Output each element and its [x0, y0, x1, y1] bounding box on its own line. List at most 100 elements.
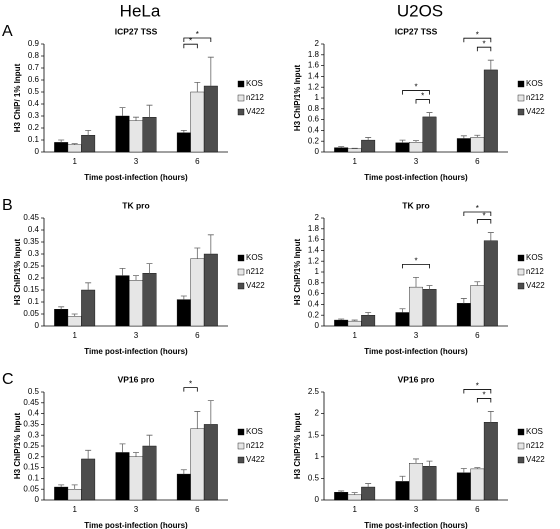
legend-label: V422	[246, 107, 265, 116]
legend-swatch	[237, 428, 245, 436]
y-tick-label: 1	[315, 452, 320, 461]
y-tick-label: 0.8	[28, 51, 40, 60]
y-tick-label: 0.6	[28, 75, 40, 84]
legend-swatch	[517, 94, 525, 102]
y-tick-label: 0.8	[308, 104, 320, 113]
x-tick-label: 3	[134, 331, 139, 340]
bar	[190, 91, 205, 153]
error-bar	[413, 458, 419, 464]
error-bar	[474, 281, 481, 286]
significance-bracket	[402, 264, 430, 269]
chart-title: TK pro	[402, 200, 429, 210]
bar	[142, 445, 157, 501]
significance-bracket	[463, 389, 492, 394]
bar	[67, 144, 82, 153]
error-bar	[460, 468, 467, 473]
bar	[470, 468, 485, 501]
error-bar	[365, 312, 372, 316]
error-bar	[338, 490, 345, 493]
x-axis-label: Time post-infection (hours)	[364, 521, 468, 529]
legend-swatch	[237, 94, 245, 102]
y-tick-label: 0.9	[28, 39, 40, 48]
bar	[456, 138, 471, 153]
y-axis-label: H3 ChIP/1% Input	[13, 413, 22, 480]
legend-swatch	[237, 80, 245, 88]
legend-label: KOS	[246, 253, 263, 262]
error-bar	[71, 484, 78, 490]
y-tick-label: 0.2	[28, 123, 40, 132]
y-tick-label: 0.5	[308, 474, 320, 483]
chart-title: VP16 pro	[118, 374, 155, 384]
error-bar	[180, 130, 187, 133]
y-tick-label: 1.8	[308, 224, 320, 233]
y-tick-label: 0.8	[308, 278, 320, 287]
error-bar	[399, 308, 406, 313]
y-tick-label: 0.2	[308, 136, 320, 145]
bar	[422, 116, 437, 153]
y-tick-label: 1.2	[308, 256, 320, 265]
y-tick-label: 0.6	[308, 289, 320, 298]
y-tick-label: 0	[315, 321, 320, 330]
error-bar	[71, 143, 78, 145]
error-bar	[399, 139, 406, 143]
legend-label: V422	[526, 107, 545, 116]
legend-swatch	[517, 282, 525, 290]
bar	[395, 481, 410, 501]
y-tick-label: 0.1	[28, 474, 40, 483]
error-bar	[119, 443, 126, 453]
chart-title: ICP27 TSS	[395, 26, 438, 36]
error-bar	[58, 306, 65, 310]
error-bar	[474, 467, 481, 469]
x-axis-label: Time post-infection (hours)	[364, 173, 468, 182]
y-tick-label: 0.3	[28, 430, 40, 439]
legend-swatch	[237, 268, 245, 276]
bar	[422, 466, 437, 501]
y-tick-label: 0.45	[23, 398, 39, 407]
legend-swatch	[237, 108, 245, 116]
bar	[456, 303, 471, 327]
legend-swatch	[517, 80, 525, 88]
y-axis-label: H3 ChIP/1% Input	[293, 413, 302, 480]
y-tick-label: 0.2	[28, 452, 40, 461]
significance-label: *	[196, 30, 199, 39]
x-axis-label: Time post-infection (hours)	[84, 521, 188, 529]
error-bar	[119, 268, 126, 276]
x-tick-label: 1	[352, 157, 357, 166]
bar	[483, 69, 498, 153]
error-bar	[146, 104, 153, 118]
legend-label: V422	[246, 455, 265, 464]
bar	[395, 312, 410, 327]
legend-swatch	[237, 282, 245, 290]
error-bar	[487, 411, 494, 423]
bar	[142, 116, 157, 153]
y-tick-label: 0.7	[28, 63, 40, 72]
y-axis-label: H3 ChIP/1% Input	[13, 239, 22, 306]
y-tick-label: 0.4	[308, 126, 320, 135]
y-tick-label: 2	[315, 39, 320, 48]
error-bar	[338, 146, 345, 148]
bar	[203, 424, 218, 501]
legend-label: KOS	[526, 427, 543, 436]
error-bar	[194, 82, 201, 92]
chart-title: ICP27 TSS	[115, 26, 158, 36]
y-tick-label: 1	[315, 93, 320, 102]
y-tick-label: 0.25	[23, 261, 39, 270]
significance-bracket	[476, 46, 492, 52]
error-bar	[351, 492, 358, 495]
x-tick-label: 3	[134, 505, 139, 514]
y-axis-label: H3 ChIP/1% Input	[293, 65, 302, 132]
significance-label: *	[414, 257, 417, 266]
bar	[115, 275, 130, 327]
bar	[81, 134, 96, 153]
x-axis-label: Time post-infection (hours)	[364, 347, 468, 356]
y-tick-label: 0	[315, 147, 320, 156]
legend-swatch	[517, 456, 525, 464]
error-bar	[351, 147, 358, 149]
significance-label: *	[483, 39, 486, 48]
y-tick-label: 0.15	[23, 463, 39, 472]
y-tick-label: 0.4	[308, 300, 320, 309]
legend-swatch	[517, 108, 525, 116]
y-tick-label: 0.5	[28, 387, 40, 396]
bar	[470, 285, 485, 327]
